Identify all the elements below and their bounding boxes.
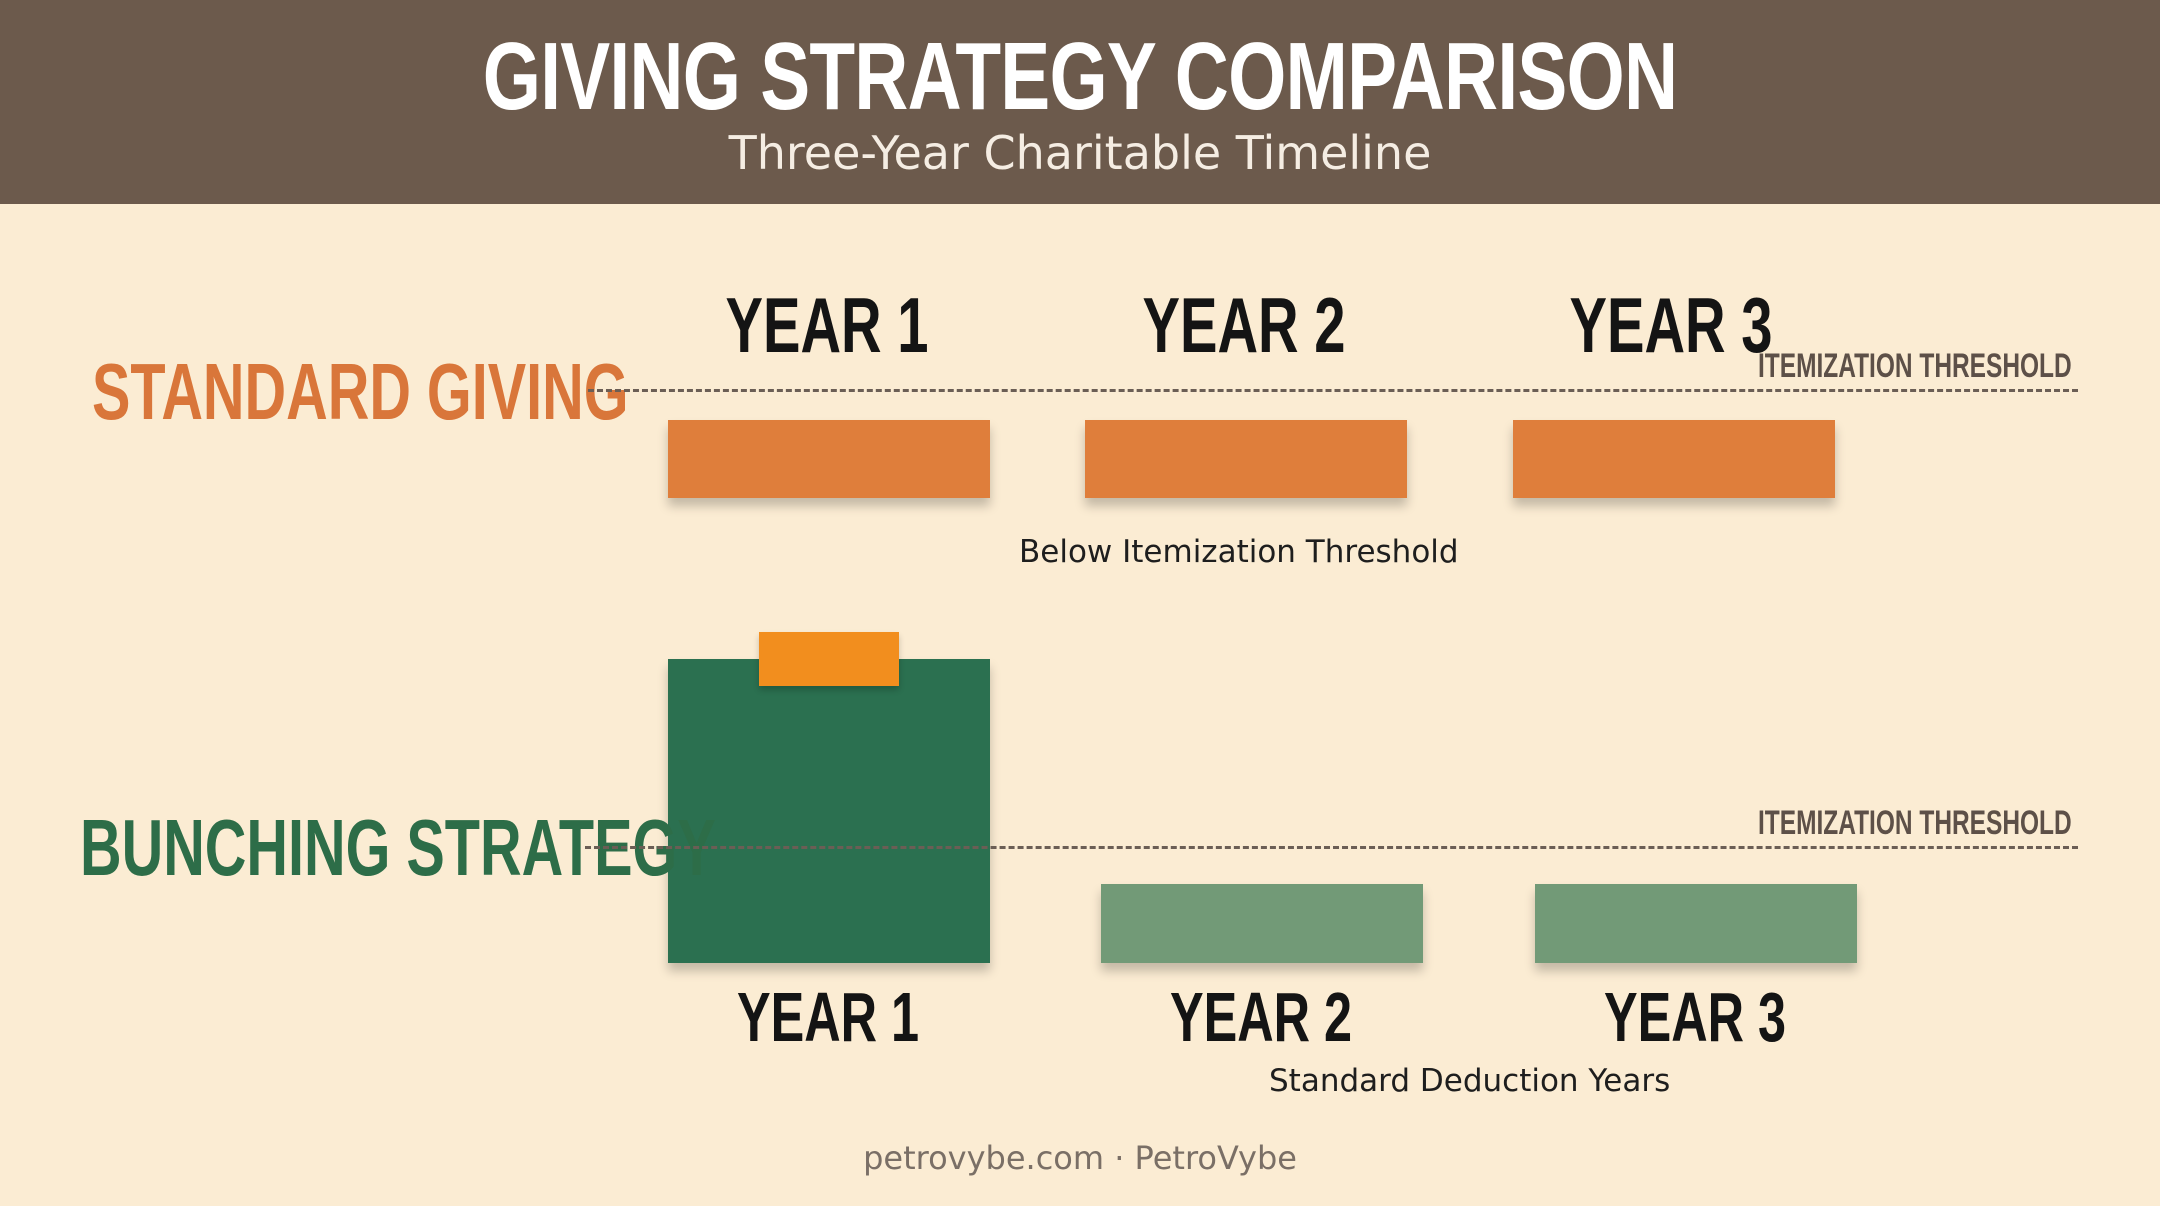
standard-caption: Below Itemization Threshold <box>1019 534 1459 570</box>
bunching-year-3-label: YEAR 3 <box>1603 978 1787 1056</box>
standard-year-1-label: YEAR 1 <box>725 281 929 369</box>
standard-threshold-line <box>588 389 2078 392</box>
footer-credit: petrovybe.com · PetroVybe <box>863 1139 1297 1177</box>
bunching-caption: Standard Deduction Years <box>1269 1063 1671 1099</box>
standard-year-2-label: YEAR 2 <box>1142 281 1346 369</box>
bunching-year-2-bar <box>1101 884 1423 963</box>
standard-year-2-bar <box>1085 420 1407 498</box>
standard-year-3-bar <box>1513 420 1835 498</box>
bunching-threshold-label: ITEMIZATION THRESHOLD <box>1758 804 2072 842</box>
bunching-year-1-accent <box>759 632 899 686</box>
header-banner <box>0 0 2160 204</box>
standard-giving-label: STANDARD GIVING <box>92 347 629 436</box>
standard-threshold-label: ITEMIZATION THRESHOLD <box>1758 347 2072 385</box>
bunching-threshold-line <box>585 846 2078 849</box>
bunching-year-1-bar <box>668 659 990 963</box>
bunching-year-1-label: YEAR 1 <box>736 978 920 1056</box>
standard-year-3-label: YEAR 3 <box>1569 281 1773 369</box>
bunching-year-2-label: YEAR 2 <box>1169 978 1353 1056</box>
bunching-year-3-bar <box>1535 884 1857 963</box>
page-subtitle: Three-Year Charitable Timeline <box>728 126 1432 180</box>
standard-year-1-bar <box>668 420 990 498</box>
page-title: GIVING STRATEGY COMPARISON <box>482 23 1678 130</box>
